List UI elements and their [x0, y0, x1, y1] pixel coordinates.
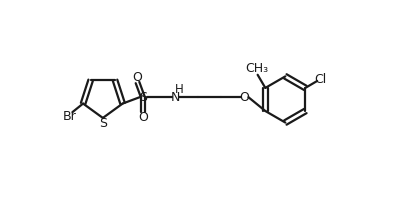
Text: H: H: [175, 83, 183, 96]
Text: Cl: Cl: [314, 73, 326, 86]
Text: CH₃: CH₃: [245, 62, 268, 75]
Text: O: O: [138, 111, 148, 124]
Text: S: S: [139, 91, 147, 104]
Text: S: S: [99, 117, 107, 130]
Text: Br: Br: [63, 110, 76, 123]
Text: N: N: [171, 91, 180, 104]
Text: O: O: [240, 91, 249, 104]
Text: O: O: [132, 71, 142, 84]
